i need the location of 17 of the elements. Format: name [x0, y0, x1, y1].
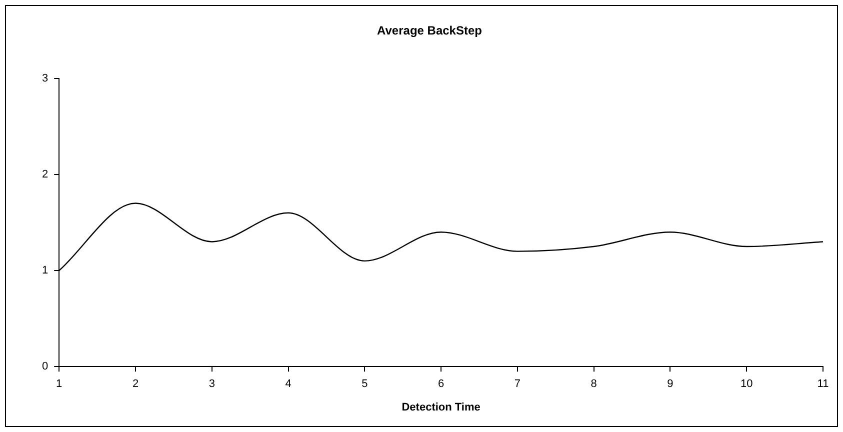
x-tick-label: 1 — [56, 378, 62, 390]
y-tick-label: 3 — [42, 72, 48, 84]
x-tick-label: 8 — [590, 378, 597, 390]
chart-title: Average BackStep — [377, 24, 482, 38]
x-tick-label: 3 — [208, 378, 215, 390]
x-tick-label: 2 — [132, 378, 139, 390]
x-tick-label: 7 — [514, 378, 521, 390]
y-tick-label: 0 — [42, 360, 48, 373]
y-tick-label: 2 — [42, 168, 48, 180]
x-axis-title: Detection Time — [402, 401, 480, 414]
x-tick-label: 4 — [285, 378, 292, 390]
y-tick-label: 1 — [42, 264, 48, 277]
x-tick-label: 11 — [817, 378, 829, 390]
x-tick-label: 5 — [362, 378, 368, 390]
x-tick-label: 6 — [438, 378, 444, 390]
x-tick-label: 10 — [740, 378, 753, 390]
x-tick-label: 9 — [667, 378, 674, 390]
